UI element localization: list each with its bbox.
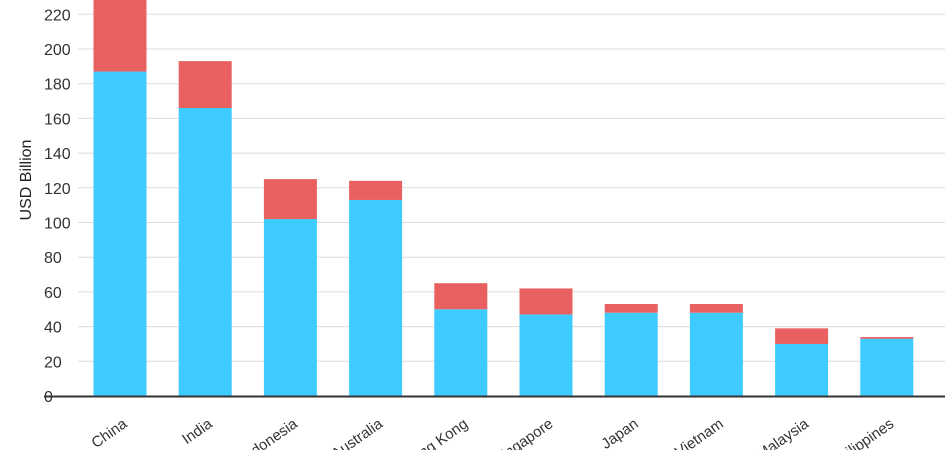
x-tick-label: China bbox=[88, 415, 130, 450]
bar-segment-top bbox=[93, 0, 147, 72]
y-tick-label: 220 bbox=[44, 7, 71, 24]
x-tick-label: Philippines bbox=[828, 415, 897, 450]
bars bbox=[93, 0, 914, 397]
bar-segment-base bbox=[519, 314, 573, 396]
bar-segment-top bbox=[349, 180, 403, 200]
y-tick-label: 120 bbox=[44, 181, 71, 198]
y-tick-label: 140 bbox=[44, 146, 71, 163]
y-tick-label: 200 bbox=[44, 42, 71, 59]
x-tick-label: Australia bbox=[328, 415, 386, 450]
bar-segment-base bbox=[263, 219, 317, 396]
x-tick-label: India bbox=[179, 415, 216, 448]
x-tick-label: Malaysia bbox=[754, 415, 813, 450]
y-tick-label: 180 bbox=[44, 77, 71, 94]
x-tick-label: Hong Kong bbox=[400, 415, 471, 450]
y-tick-label: 20 bbox=[44, 354, 62, 371]
y-axis-title: USD Billion bbox=[18, 140, 35, 221]
y-tick-label: 160 bbox=[44, 111, 71, 128]
bar-segment-base bbox=[178, 107, 232, 397]
bar-segment-top bbox=[775, 328, 829, 344]
bar-segment-top bbox=[604, 304, 658, 313]
bar-segment-top bbox=[519, 288, 573, 315]
bar-segment-top bbox=[689, 304, 743, 313]
bar-segment-base bbox=[93, 71, 147, 397]
bar-segment-top bbox=[860, 337, 914, 339]
x-tick-label: Japan bbox=[598, 415, 641, 450]
bar-segment-top bbox=[178, 61, 232, 108]
bar-segment-base bbox=[775, 343, 829, 396]
bar-segment-base bbox=[434, 309, 488, 396]
x-tick-label: Singapore bbox=[491, 415, 557, 450]
x-tick-label: Indonesia bbox=[238, 415, 302, 450]
bar-segment-top bbox=[434, 283, 488, 310]
y-tick-label: 80 bbox=[44, 250, 62, 267]
bar-segment-base bbox=[860, 338, 914, 396]
y-tick-label: 40 bbox=[44, 320, 62, 337]
bar-segment-top bbox=[263, 179, 317, 220]
bar-segment-base bbox=[689, 312, 743, 396]
y-tick-label: 60 bbox=[44, 285, 62, 302]
bar-segment-base bbox=[604, 312, 658, 396]
y-tick-label: 100 bbox=[44, 216, 71, 233]
x-tick-label: Vietnam bbox=[672, 415, 727, 450]
bar-segment-base bbox=[349, 199, 403, 396]
